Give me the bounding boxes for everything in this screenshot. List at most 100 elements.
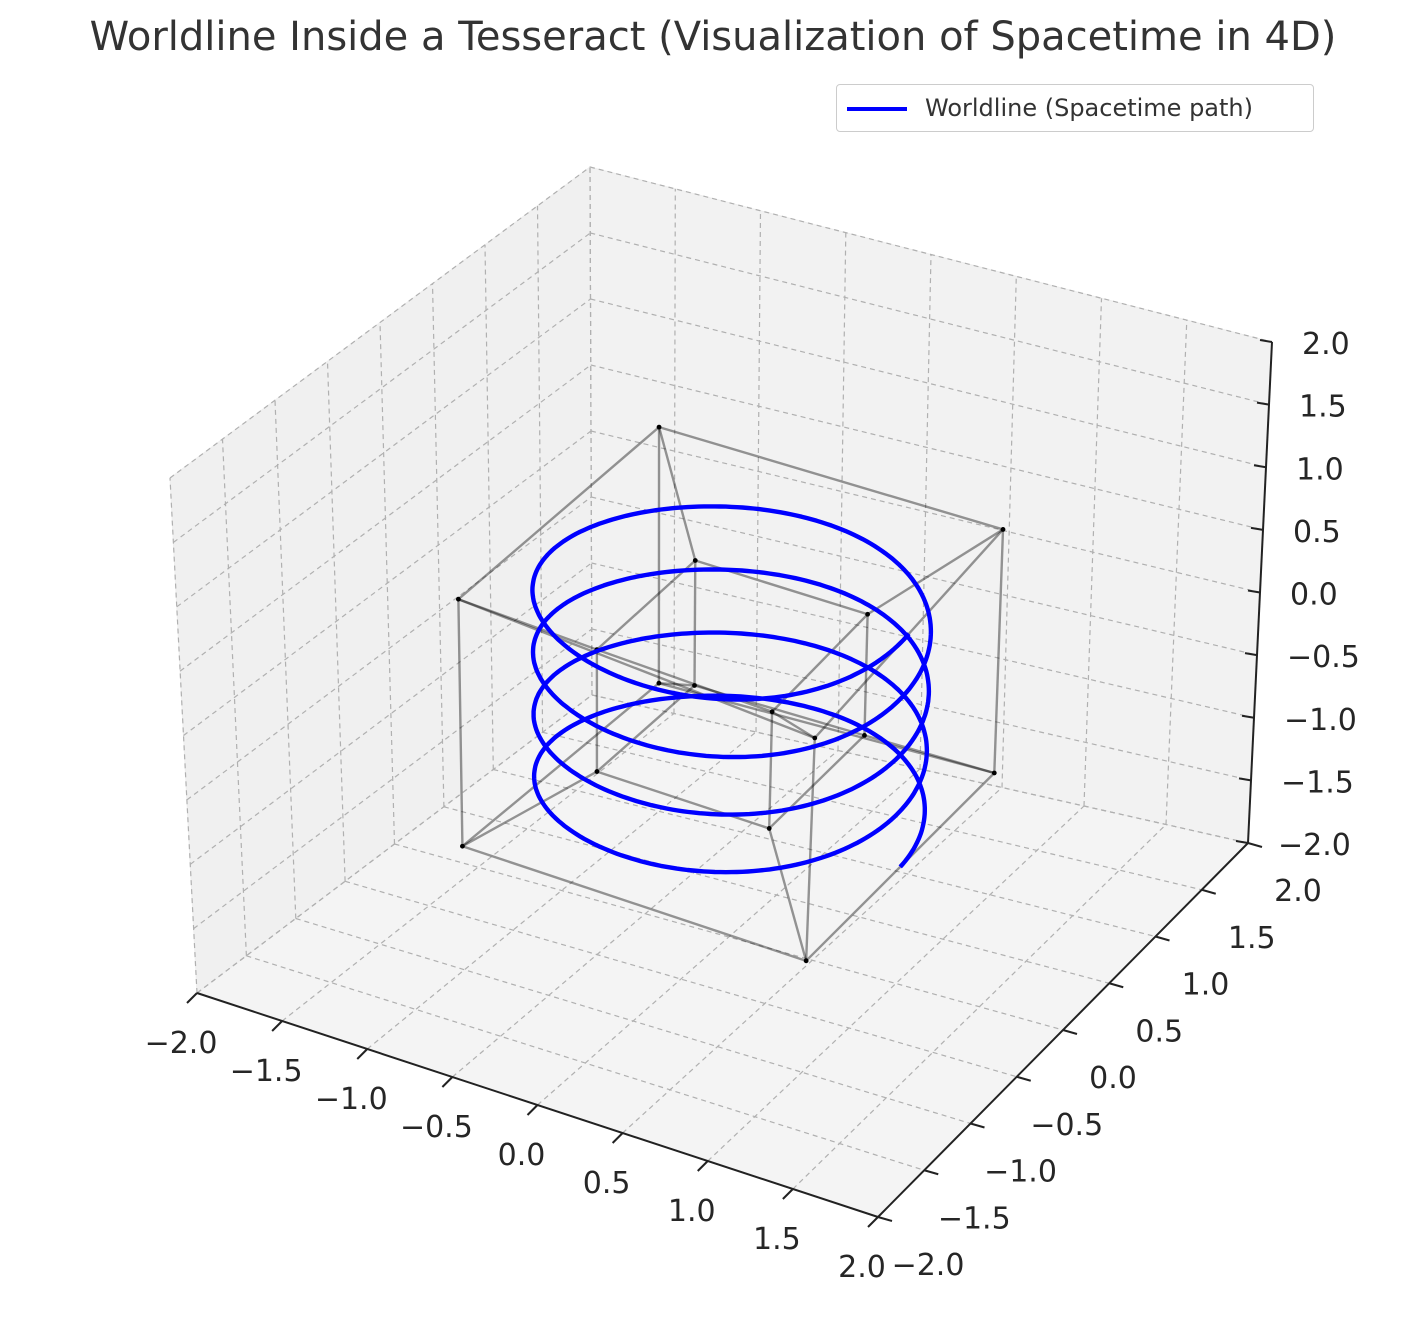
- grid-line: [673, 188, 676, 714]
- tesseract-vertex: [865, 611, 871, 617]
- worldline-path: [530, 504, 934, 875]
- tesseract-vertex: [455, 596, 461, 602]
- grid-line: [169, 477, 198, 994]
- y-tick-label: 0.5: [1135, 1014, 1183, 1049]
- tesseract-edge: [596, 559, 697, 651]
- grid-line: [1001, 276, 1017, 788]
- y-tick-label: −0.5: [1030, 1108, 1103, 1143]
- x-tick: [271, 1020, 283, 1032]
- z-tick: [1238, 777, 1252, 782]
- y-tick-label: 1.0: [1182, 968, 1230, 1003]
- grid-line: [189, 562, 592, 865]
- tesseract-edge: [993, 529, 1005, 774]
- x-tick-label: 1.5: [753, 1222, 801, 1257]
- x-tick: [697, 1160, 709, 1172]
- tesseract-edge: [863, 614, 869, 736]
- z-tick-label: −0.5: [1287, 640, 1360, 675]
- tesseract-vertex: [1000, 527, 1006, 532]
- tesseract-vertex: [812, 735, 818, 741]
- tesseract-vertex: [594, 769, 600, 774]
- y-tick: [923, 1169, 939, 1176]
- grid-line: [183, 430, 592, 736]
- y-tick: [1155, 935, 1170, 942]
- tesseract-vertex: [692, 558, 698, 563]
- x-tick: [782, 1188, 794, 1200]
- tesseract-edge: [768, 734, 866, 830]
- legend: Worldline (Spacetime path): [836, 84, 1314, 132]
- grid-line: [589, 166, 1273, 343]
- grid-line: [590, 298, 1267, 468]
- tick-labels: −2.0 −2.0 −2.0 −1.5 −1.5 −1.5 −1.0 −1.0 −1.0 −0.5…: [145, 327, 1360, 1285]
- x-tick-label: −2.0: [145, 1026, 218, 1061]
- z-tick-label: −1.5: [1281, 765, 1354, 800]
- z-tick: [1235, 840, 1249, 844]
- z-tick: [1256, 401, 1270, 406]
- x-tick-label: −1.0: [315, 1082, 388, 1117]
- grid-line: [186, 496, 592, 801]
- worldline-series: [530, 504, 934, 875]
- grid-line: [591, 694, 1249, 844]
- z-tick-label: 1.0: [1296, 452, 1344, 487]
- legend-label: Worldline (Spacetime path): [925, 94, 1253, 122]
- tesseract-edge: [457, 599, 464, 847]
- tesseract-vertex: [769, 709, 775, 715]
- x-tick-label: 2.0: [838, 1250, 886, 1285]
- x-tick: [356, 1048, 368, 1060]
- x-tick: [186, 992, 198, 1004]
- z-tick-label: 0.0: [1290, 578, 1338, 613]
- tesseract-edge: [693, 560, 697, 686]
- y-tick-label: −2.0: [892, 1248, 965, 1283]
- grid-line: [622, 787, 1003, 1134]
- grid-line: [179, 364, 592, 672]
- y-tick: [1201, 888, 1217, 895]
- grid-line: [542, 731, 1202, 891]
- grid-line: [589, 166, 593, 696]
- tesseract-vertex: [460, 843, 465, 849]
- grid-line: [169, 166, 591, 479]
- y-tick-label: −1.5: [938, 1201, 1011, 1236]
- grid-line: [274, 400, 297, 919]
- z-tick: [1244, 652, 1258, 657]
- y-tick-label: 2.0: [1274, 874, 1322, 909]
- grid-line: [493, 768, 1156, 938]
- grid-line: [379, 322, 396, 845]
- x-tick-label: 0.0: [498, 1138, 546, 1173]
- tesseract-edge: [658, 425, 1004, 531]
- x-tick-label: −1.5: [230, 1054, 303, 1089]
- x-tick-label: −0.5: [400, 1110, 473, 1145]
- y-tick: [1108, 982, 1124, 989]
- z-tick-label: −2.0: [1278, 828, 1351, 863]
- z-tick-label: 2.0: [1302, 327, 1350, 362]
- tesseract-edge: [457, 598, 816, 740]
- grid-line: [193, 628, 593, 930]
- tesseract-edge: [804, 737, 816, 961]
- grid-line: [590, 430, 1261, 594]
- tesseract-edge: [596, 770, 770, 830]
- y-tick: [1062, 1029, 1078, 1035]
- tesseract-edge: [596, 684, 696, 773]
- y-tick-label: 0.0: [1089, 1061, 1137, 1096]
- y-tick-label: 1.5: [1228, 921, 1276, 956]
- tesseract-edge: [768, 711, 774, 829]
- tesseract-vertex: [766, 826, 772, 831]
- x-tick: [611, 1132, 624, 1144]
- z-tick-label: 0.5: [1293, 515, 1341, 550]
- grid-line: [755, 210, 762, 733]
- tesseract-vertex: [656, 424, 662, 430]
- grid-line: [590, 364, 1264, 531]
- grid-line: [591, 628, 1252, 781]
- tesseract-edge: [457, 426, 660, 601]
- grid-line: [366, 731, 757, 1050]
- grid-line: [536, 205, 544, 733]
- grid-line: [431, 283, 445, 807]
- x-tick: [441, 1076, 454, 1088]
- tesseract-vertex: [862, 732, 867, 738]
- y-tick: [1016, 1075, 1032, 1082]
- z-tick: [1247, 589, 1261, 594]
- z-tick: [1241, 714, 1255, 719]
- grid-line: [176, 298, 591, 608]
- y-tick: [1247, 842, 1263, 848]
- x-tick: [867, 1216, 879, 1228]
- grid-line: [1165, 320, 1188, 825]
